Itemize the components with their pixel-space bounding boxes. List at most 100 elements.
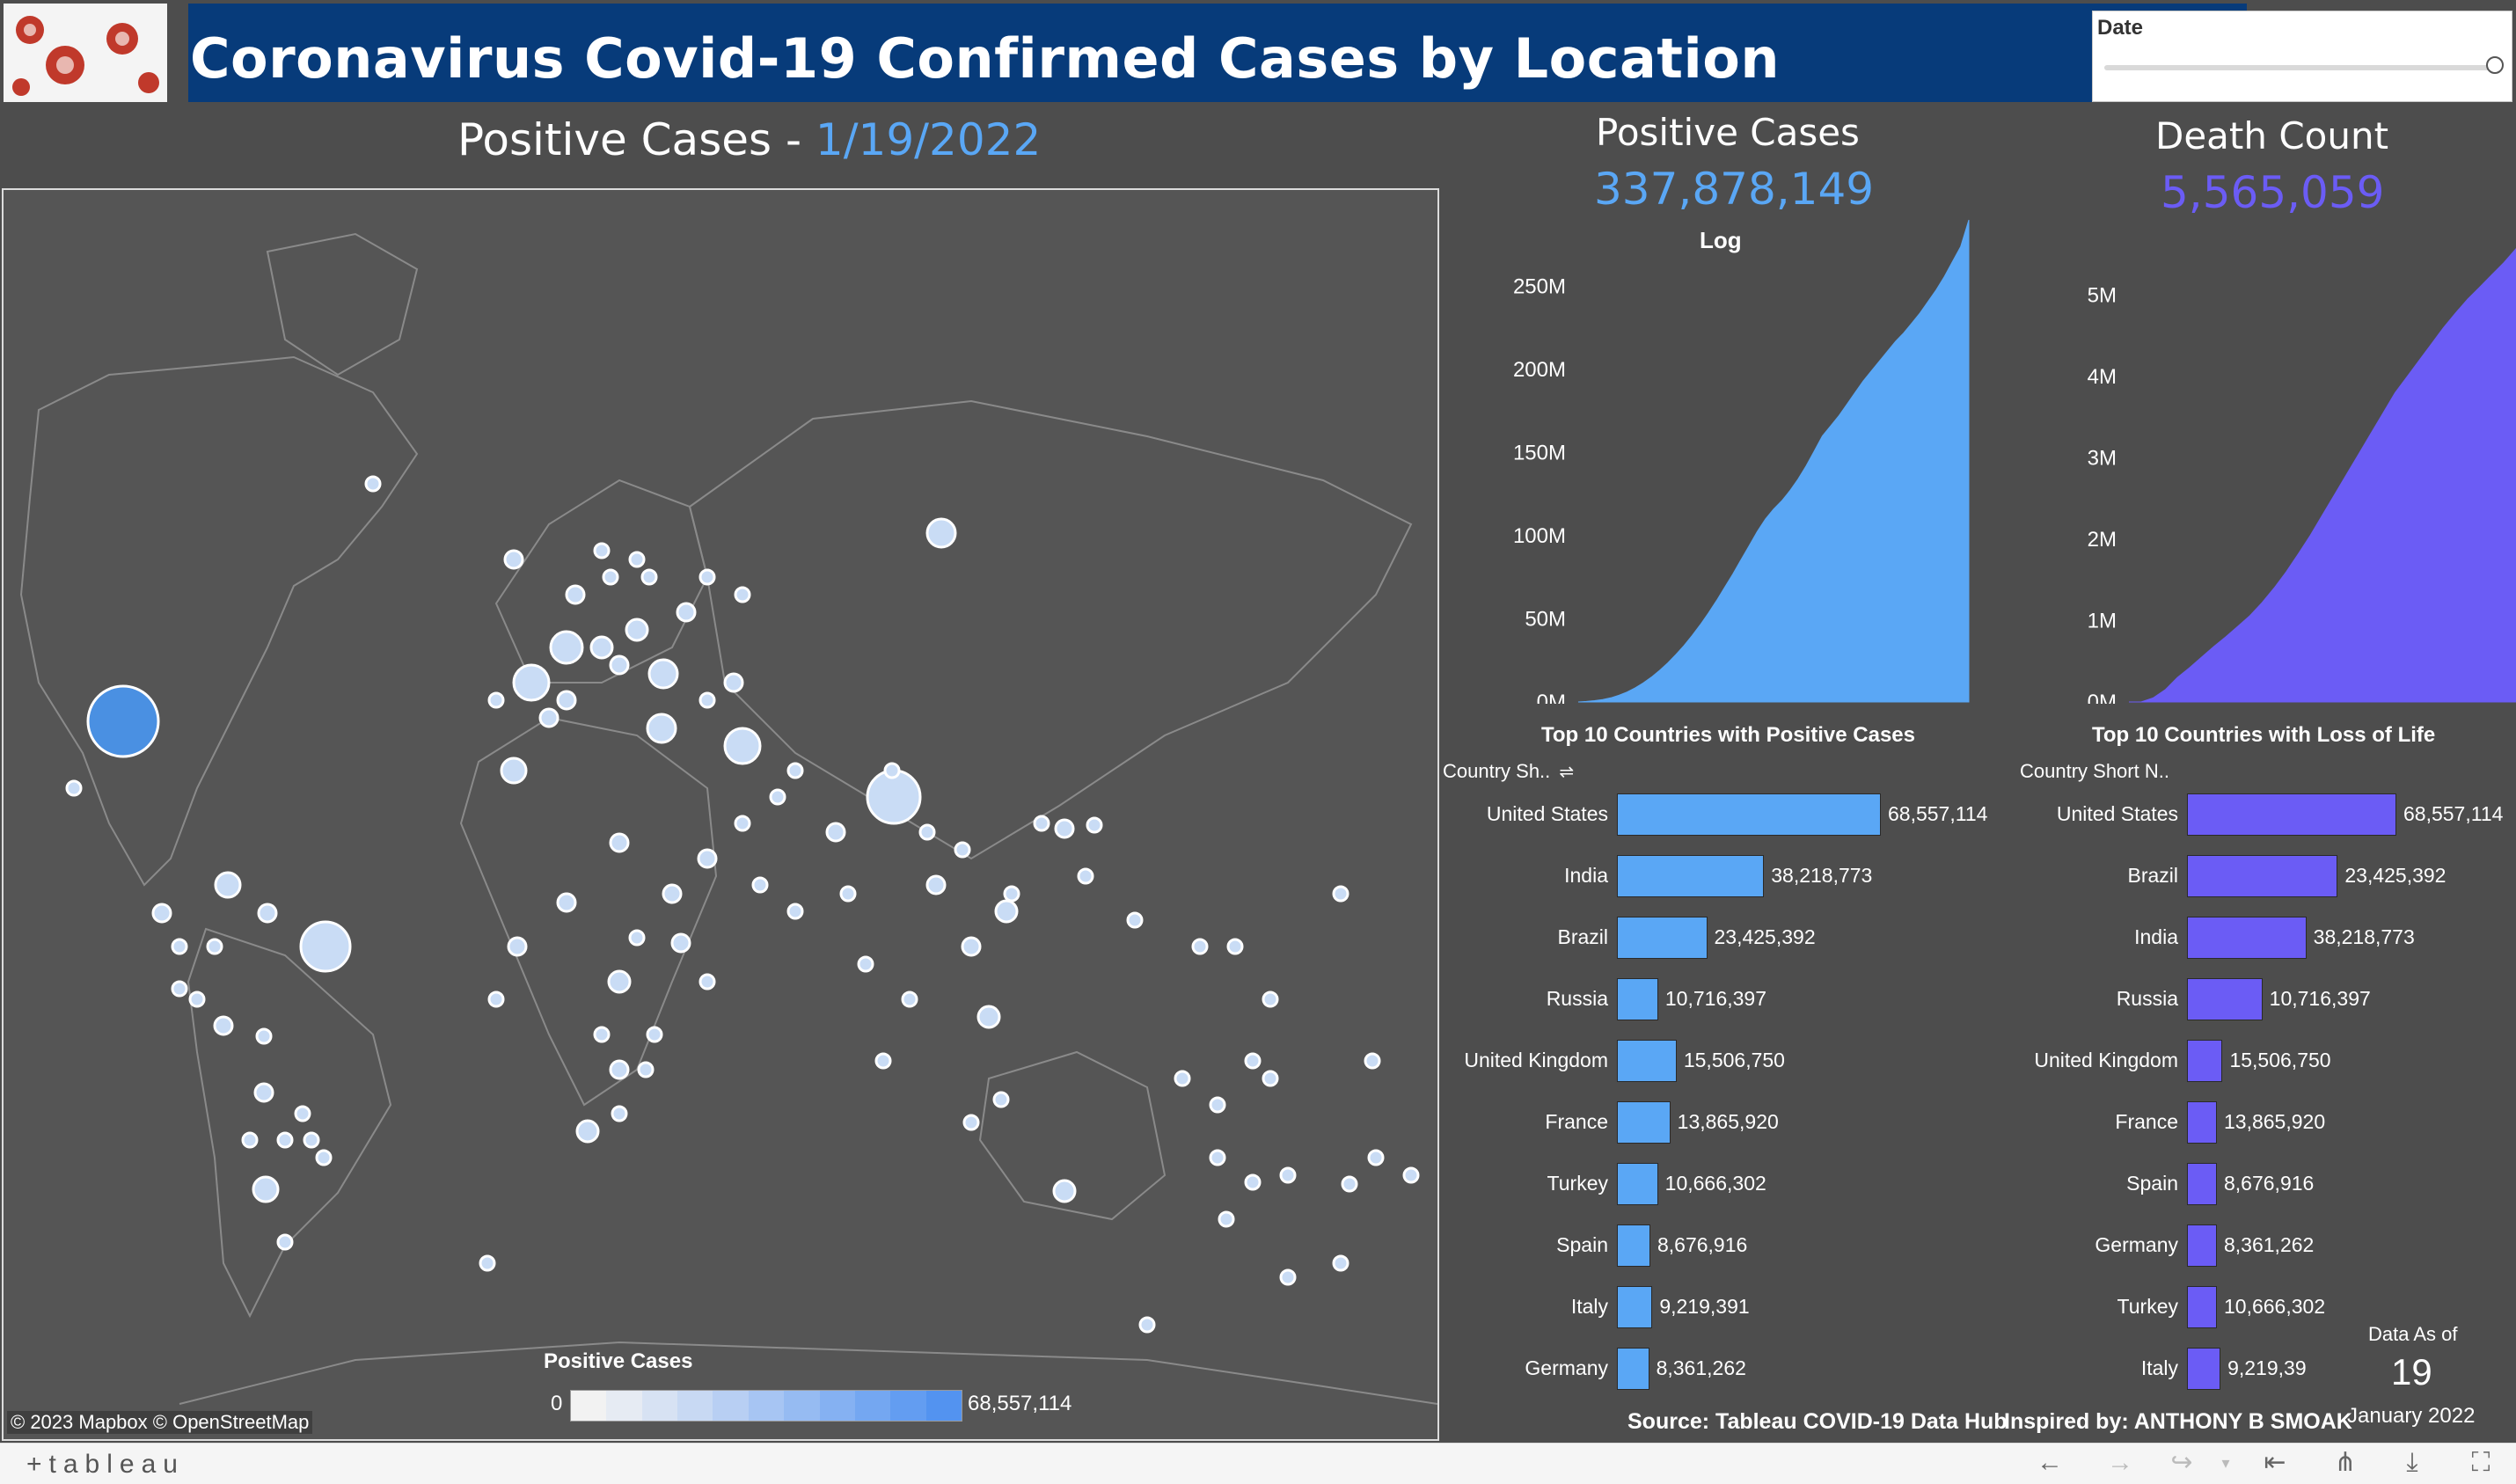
country-bubble[interactable] (734, 815, 751, 832)
country-bubble[interactable] (662, 883, 683, 904)
bar[interactable] (2187, 978, 2263, 1020)
country-bubble[interactable] (479, 1254, 496, 1272)
country-bubble[interactable] (556, 690, 577, 711)
country-bubble[interactable] (640, 568, 658, 586)
country-bubble[interactable] (646, 713, 677, 744)
date-slider-track[interactable] (2104, 65, 2491, 70)
country-bubble[interactable] (637, 1061, 655, 1078)
country-bubble[interactable] (1279, 1268, 1297, 1286)
country-bubble[interactable] (549, 630, 584, 665)
country-bubble[interactable] (1262, 991, 1279, 1008)
country-bubble[interactable] (646, 1026, 663, 1043)
top-deaths-column-header[interactable]: Country Short N.. (2020, 760, 2169, 782)
country-bubble[interactable] (315, 1149, 333, 1166)
download-icon[interactable]: ⤓ (2406, 1448, 2418, 1477)
bar[interactable] (2187, 793, 2396, 836)
country-bubble[interactable] (241, 1131, 259, 1149)
country-bubble[interactable] (697, 848, 718, 869)
bar[interactable] (1617, 855, 1765, 897)
country-bubble[interactable] (1367, 1149, 1385, 1166)
country-bubble[interactable] (994, 899, 1019, 924)
country-bubble[interactable] (151, 903, 172, 924)
country-bubble[interactable] (769, 788, 786, 806)
bar[interactable] (2187, 1286, 2217, 1328)
country-bubble[interactable] (723, 727, 762, 765)
country-bubble[interactable] (1244, 1173, 1262, 1191)
country-bubble[interactable] (609, 832, 630, 853)
country-bubble[interactable] (723, 672, 744, 693)
revert-icon[interactable]: ↪ (2170, 1448, 2193, 1477)
country-bubble[interactable] (676, 602, 697, 623)
bar[interactable] (2187, 1348, 2221, 1390)
country-bubble[interactable] (628, 551, 646, 568)
country-bubble[interactable] (734, 586, 751, 603)
fullscreen-icon[interactable]: ⛶ (2471, 1448, 2490, 1477)
reset-icon[interactable]: ⇤ (2264, 1448, 2286, 1477)
area-series[interactable] (2129, 248, 2516, 703)
country-bubble[interactable] (786, 762, 804, 779)
map-attribution[interactable]: © 2023 Mapbox © OpenStreetMap (7, 1411, 313, 1434)
country-bubble[interactable] (1209, 1149, 1226, 1166)
country-bubble[interactable] (1341, 1175, 1358, 1193)
bar[interactable] (2187, 1040, 2223, 1082)
country-bubble[interactable] (206, 938, 223, 955)
country-bubble[interactable] (252, 1175, 280, 1203)
country-bubble[interactable] (1086, 816, 1103, 834)
country-bubble[interactable] (1332, 885, 1349, 903)
country-bubble[interactable] (825, 822, 846, 843)
country-bubble[interactable] (65, 779, 83, 797)
country-bubble[interactable] (276, 1131, 294, 1149)
country-bubble[interactable] (556, 892, 577, 913)
country-bubble[interactable] (257, 903, 278, 924)
country-bubble[interactable] (1077, 867, 1094, 885)
country-bubble[interactable] (925, 517, 957, 549)
country-bubble[interactable] (213, 1015, 234, 1036)
country-bubble[interactable] (628, 929, 646, 947)
country-bubble[interactable] (276, 1233, 294, 1251)
country-bubble[interactable] (1052, 1179, 1077, 1203)
country-bubble[interactable] (609, 654, 630, 676)
country-bubble[interactable] (364, 475, 382, 493)
country-bubble[interactable] (512, 663, 551, 702)
country-bubble[interactable] (188, 991, 206, 1008)
country-bubble[interactable] (918, 823, 936, 841)
country-bubble[interactable] (538, 707, 560, 728)
undo-icon[interactable]: ← (2037, 1448, 2063, 1477)
date-slider-handle[interactable] (2486, 56, 2504, 74)
country-bubble[interactable] (901, 991, 918, 1008)
bar[interactable] (1617, 978, 1658, 1020)
country-bubble[interactable] (992, 1091, 1010, 1108)
positive-cases-area-chart[interactable]: 0M 50M 100M 150M 200M 250M (1478, 211, 2006, 704)
bar[interactable] (2187, 1101, 2217, 1144)
death-count-area-chart[interactable]: 0M 1M 2M 3M 4M 5M (2023, 229, 2516, 704)
redo-icon[interactable]: → (2107, 1448, 2133, 1477)
bar[interactable] (1617, 1101, 1671, 1144)
country-bubble[interactable] (786, 903, 804, 920)
bar[interactable] (1617, 1348, 1649, 1390)
country-bubble[interactable] (507, 936, 528, 957)
bar[interactable] (1617, 1286, 1653, 1328)
country-bubble[interactable] (1402, 1166, 1420, 1184)
area-series[interactable] (1577, 219, 1970, 703)
country-bubble[interactable] (883, 762, 901, 779)
country-bubble[interactable] (751, 876, 769, 894)
country-bubble[interactable] (647, 658, 679, 690)
country-bubble[interactable] (1364, 1052, 1381, 1070)
country-bubble[interactable] (214, 871, 242, 899)
country-bubble[interactable] (976, 1005, 1001, 1029)
country-bubble[interactable] (589, 635, 614, 660)
tableau-logo[interactable]: +tableau (26, 1450, 185, 1479)
country-bubble[interactable] (874, 1052, 892, 1070)
country-bubble[interactable] (1003, 885, 1020, 903)
country-bubble[interactable] (611, 1105, 628, 1122)
country-bubble[interactable] (698, 691, 716, 709)
country-bubble[interactable] (1191, 938, 1209, 955)
country-bubble[interactable] (1218, 1210, 1235, 1228)
country-bubble[interactable] (857, 955, 874, 973)
country-bubble[interactable] (294, 1105, 311, 1122)
country-bubble[interactable] (575, 1119, 600, 1144)
country-bubble[interactable] (839, 885, 857, 903)
country-bubble[interactable] (1279, 1166, 1297, 1184)
country-bubble[interactable] (607, 969, 632, 994)
bar[interactable] (1617, 793, 1881, 836)
